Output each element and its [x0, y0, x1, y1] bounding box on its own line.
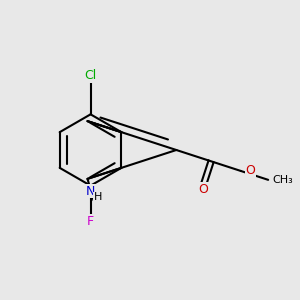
Text: Cl: Cl — [84, 69, 97, 82]
Text: H: H — [94, 192, 102, 202]
Text: O: O — [199, 183, 208, 196]
Text: O: O — [245, 164, 255, 177]
Text: N: N — [86, 185, 95, 198]
Text: F: F — [87, 215, 94, 228]
Text: CH₃: CH₃ — [273, 175, 293, 185]
